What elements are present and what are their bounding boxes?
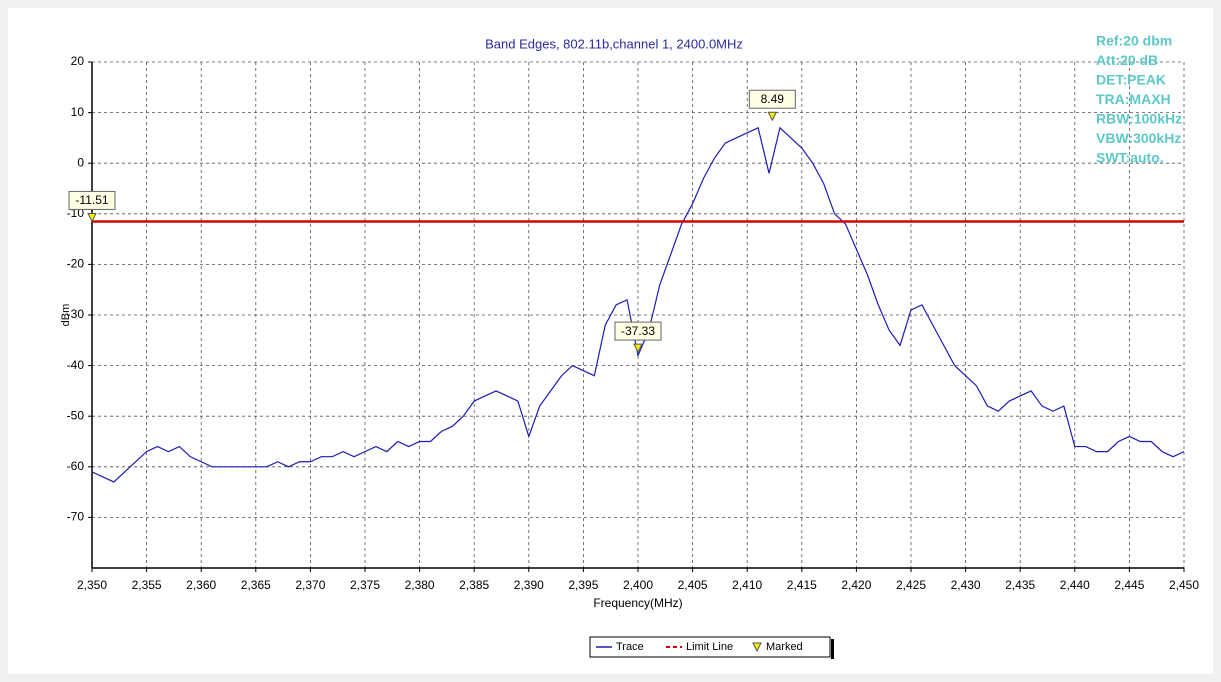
y-tick-label: 10 xyxy=(71,105,85,119)
analyzer-setting: Att:20 dB xyxy=(1096,52,1158,68)
marker xyxy=(87,212,97,223)
x-tick-label: 2,375 xyxy=(350,578,380,592)
x-tick-label: 2,385 xyxy=(459,578,489,592)
marker-label: 8.49 xyxy=(761,92,785,106)
x-tick-label: 2,360 xyxy=(186,578,216,592)
marker xyxy=(767,111,778,122)
analyzer-setting: TRA:MAXH xyxy=(1096,91,1171,107)
analyzer-setting: VBW:300kHz xyxy=(1096,130,1181,146)
x-tick-label: 2,445 xyxy=(1114,578,1144,592)
x-tick-label: 2,415 xyxy=(787,578,817,592)
analyzer-setting: DET:PEAK xyxy=(1096,72,1166,88)
x-tick-label: 2,380 xyxy=(405,578,435,592)
x-axis-label: Frequency(MHz) xyxy=(593,596,682,610)
y-tick-label: -30 xyxy=(67,307,85,321)
y-tick-label: -20 xyxy=(67,257,85,271)
legend-box xyxy=(589,636,831,658)
marker-label: -11.51 xyxy=(75,193,108,207)
legend-label: Limit Line xyxy=(686,641,733,653)
analyzer-setting: RBW:100kHz xyxy=(1096,111,1182,127)
x-tick-label: 2,435 xyxy=(1005,578,1035,592)
marker xyxy=(633,343,643,354)
x-tick-label: 2,430 xyxy=(951,578,981,592)
marker-label: -37.33 xyxy=(621,324,655,338)
y-tick-label: -40 xyxy=(67,358,85,372)
x-tick-label: 2,395 xyxy=(568,578,598,592)
y-tick-label: 20 xyxy=(71,54,85,68)
x-tick-label: 2,440 xyxy=(1060,578,1090,592)
x-tick-label: 2,350 xyxy=(77,578,107,592)
x-tick-label: 2,400 xyxy=(623,578,653,592)
x-tick-label: 2,365 xyxy=(241,578,271,592)
trace-line xyxy=(91,126,1185,483)
y-tick-label: 0 xyxy=(77,155,84,169)
x-tick-label: 2,420 xyxy=(841,578,871,592)
legend-label: Marked xyxy=(766,641,803,653)
marker-label-box xyxy=(614,321,662,341)
analyzer-setting: SWT:auto. xyxy=(1096,150,1164,166)
legend-shadow xyxy=(831,639,834,659)
chart-title: Band Edges, 802.11b,channel 1, 2400.0MHz xyxy=(485,36,743,51)
marker-label-box xyxy=(748,89,796,109)
x-tick-label: 2,410 xyxy=(732,578,762,592)
chart-background xyxy=(8,8,1213,674)
y-tick-label: -60 xyxy=(67,459,85,473)
x-tick-label: 2,390 xyxy=(514,578,544,592)
x-tick-label: 2,405 xyxy=(678,578,708,592)
x-tick-label: 2,425 xyxy=(896,578,926,592)
analyzer-setting: Ref:20 dbm xyxy=(1096,33,1172,49)
y-axis-label: dBm xyxy=(60,304,72,327)
x-tick-label: 2,370 xyxy=(295,578,325,592)
x-tick-label: 2,355 xyxy=(132,578,162,592)
legend-label: Trace xyxy=(616,641,644,653)
y-tick-label: -70 xyxy=(67,510,85,524)
x-tick-label: 2,450 xyxy=(1169,578,1199,592)
legend-swatch xyxy=(752,642,762,653)
y-tick-label: -50 xyxy=(67,408,85,422)
marker-label-box xyxy=(68,190,116,210)
